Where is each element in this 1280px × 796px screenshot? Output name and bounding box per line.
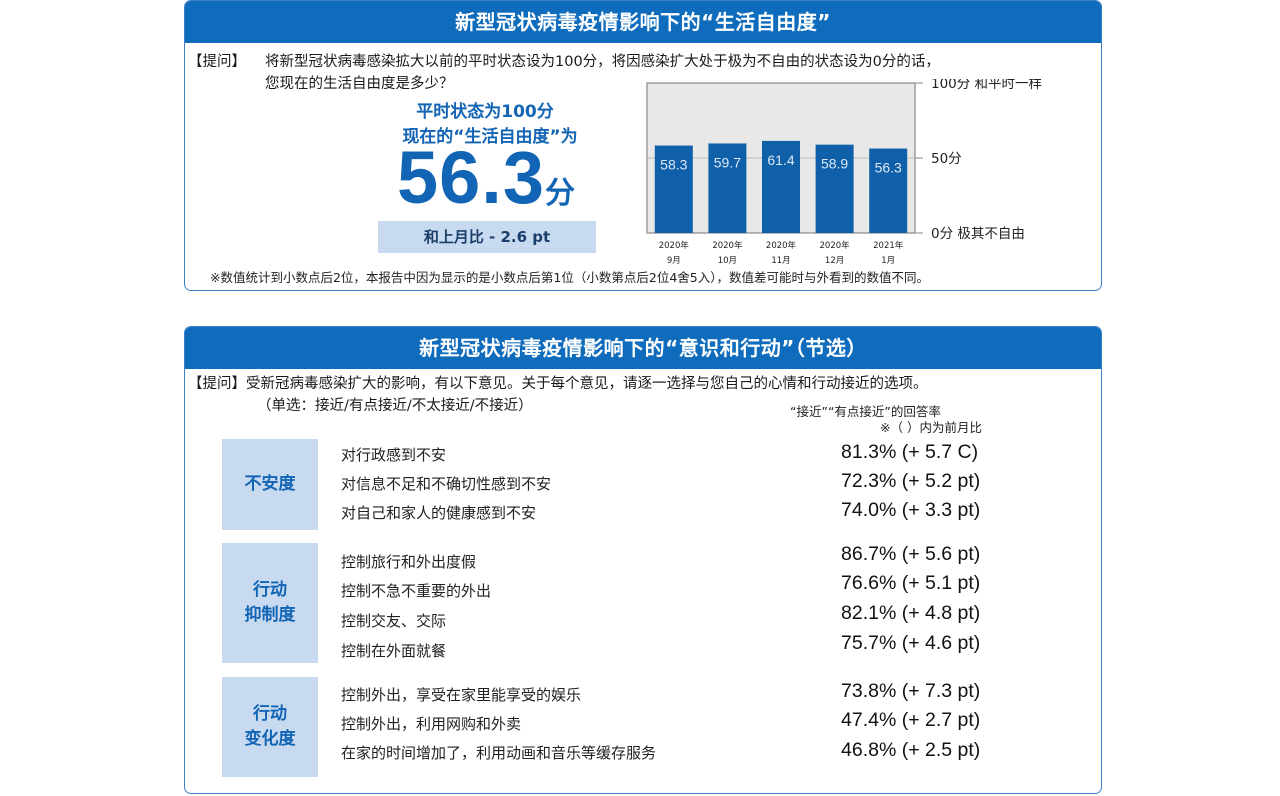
bar [815, 144, 854, 233]
item-value: 72.3% (+ 5.2 pt) [841, 470, 981, 492]
x-tick-label: 2020年 [820, 240, 851, 251]
bar [869, 148, 908, 233]
headline2: 现在的“生活自由度”为 [402, 127, 578, 147]
item-text: 控制外出，利用网购和外卖 [341, 715, 522, 733]
item-value: 47.4% (+ 2.7 pt) [841, 709, 981, 731]
item-text: 控制交友、交际 [341, 612, 447, 630]
bar-value-label: 59.7 [714, 154, 741, 170]
panel2-title: 新型冠状病毒疫情影响下的“意识和行动”（节选） [185, 327, 1101, 369]
item-text: 对信息不足和不确切性感到不安 [341, 475, 552, 493]
bar-value-label: 56.3 [875, 160, 902, 176]
big-score-value: 56.3 [397, 136, 546, 219]
item-text: 控制旅行和外出度假 [341, 553, 477, 571]
bar [762, 140, 800, 233]
x-tick-label: 1月 [881, 256, 895, 266]
item-value: 86.7% (+ 5.6 pt) [841, 543, 981, 565]
group-label-line: 抑制度 [244, 605, 296, 625]
item-text: 对行政感到不安 [341, 446, 447, 464]
item-text: 控制在外面就餐 [341, 642, 447, 660]
big-score-unit: 分 [545, 176, 576, 211]
group-label-anxiety: 不安度 [222, 439, 318, 530]
month-over-month-badge: 和上月比 - 2.6 pt [378, 221, 596, 253]
question-line2: 您现在的生活自由度是多少？ [265, 76, 454, 92]
bar-value-label: 61.4 [767, 152, 794, 168]
group-label-line: 行动 [253, 580, 287, 600]
column-header: “接近”“有点接近”的回答率 [790, 404, 941, 419]
question2-line1: 【提问】受新冠病毒感染扩大的影响，有以下意见。关于每个意见，请逐一选择与您自己的… [188, 376, 928, 392]
x-tick-label: 2020年 [712, 240, 743, 251]
item-value: 74.0% (+ 3.3 pt) [841, 499, 981, 521]
item-value: 46.8% (+ 2.5 pt) [841, 739, 981, 761]
item-value: 73.8% (+ 7.3 pt) [841, 680, 981, 702]
awareness-action-panel: 新型冠状病毒疫情影响下的“意识和行动”（节选） 【提问】受新冠病毒感染扩大的影响… [184, 326, 1102, 794]
y-annotation: 100分 和平时一样 [931, 79, 1042, 92]
item-text: 控制外出，享受在家里能享受的娱乐 [341, 686, 582, 704]
freedom-bar-chart: 58.3 2020年 9月 59.7 2020年 10月 61.4 2020年 11月 58.9 2… [646, 79, 1042, 266]
panel1-title: 新型冠状病毒疫情影响下的“生活自由度” [185, 1, 1101, 43]
item-value: 82.1% (+ 4.8 pt) [841, 602, 981, 624]
group-label-action-restraint: 行动 抑制度 [222, 543, 318, 663]
item-text: 对自己和家人的健康感到不安 [341, 504, 537, 522]
x-tick-label: 2020年 [766, 240, 797, 251]
column-note: ※（ ）内为前月比 [880, 420, 982, 435]
bar-value-label: 58.3 [660, 157, 687, 173]
bar [708, 143, 747, 233]
life-freedom-panel: 新型冠状病毒疫情影响下的“生活自由度” 【提问】 将新型冠状病毒感染拡大以前的平… [184, 0, 1102, 291]
bar [654, 145, 693, 233]
item-value: 75.7% (+ 4.6 pt) [841, 632, 981, 654]
x-tick-label: 10月 [718, 256, 737, 266]
group-label-line: 行动 [253, 704, 287, 724]
bar-value-label: 58.9 [821, 156, 848, 172]
item-value: 76.6% (+ 5.1 pt) [841, 572, 981, 594]
x-tick-label: 11月 [771, 256, 790, 266]
x-tick-label: 9月 [667, 256, 681, 266]
group-label-action-change: 行动 变化度 [222, 677, 318, 777]
footnote: ※数值统计到小数点后2位，本报告中因为显示的是小数点后第1位（小数第点后2位4舍… [210, 270, 929, 285]
y-annotation: 50分 [931, 151, 962, 167]
x-tick-label: 12月 [825, 256, 844, 266]
question-tag: 【提问】 [188, 54, 246, 70]
y-annotation: 0分 极其不自由 [931, 226, 1025, 242]
question2-line2: （单选：接近/有点接近/不太接近/不接近） [257, 398, 533, 414]
item-text: 在家的时间增加了，利用动画和音乐等缓存服务 [341, 744, 657, 762]
item-value: 81.3% (+ 5.7 C) [841, 441, 979, 463]
headline1: 平时状态为100分 [416, 102, 554, 122]
x-tick-label: 2020年 [659, 240, 690, 251]
big-score: 56.3分 [397, 135, 575, 220]
group-label-line: 不安度 [244, 474, 296, 494]
group-label-line: 变化度 [244, 729, 296, 749]
item-text: 控制不急不重要的外出 [341, 582, 492, 600]
question-line1: 将新型冠状病毒感染拡大以前的平时状态设为100分，将因感染扩大处于极为不自由的状… [265, 54, 940, 70]
x-tick-label: 2021年 [873, 240, 904, 251]
